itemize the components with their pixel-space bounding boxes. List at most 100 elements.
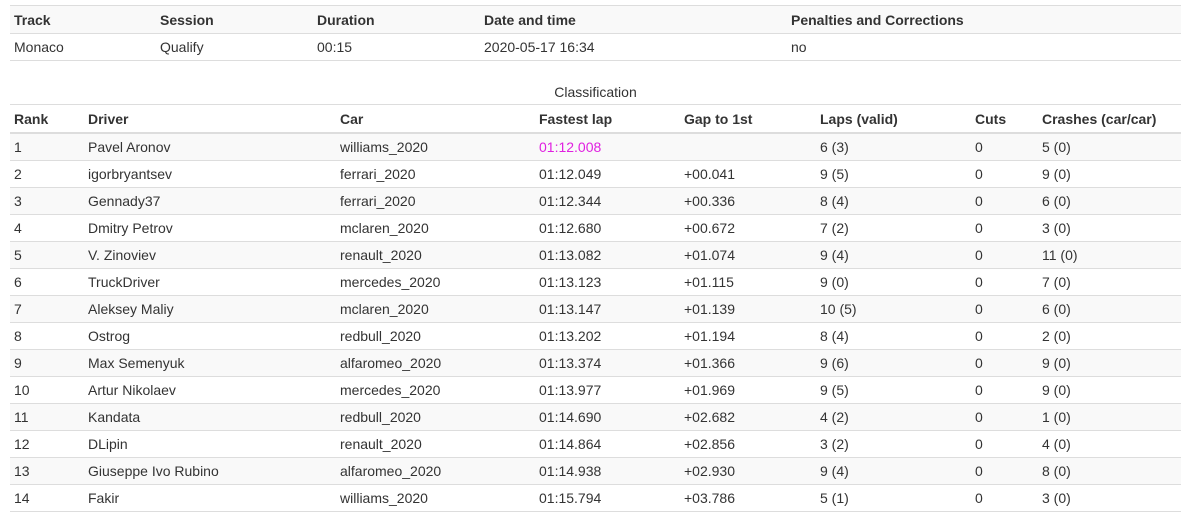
crashes-cell: 2 (0): [1038, 322, 1181, 350]
driver-cell: Aleksey Maliy: [84, 295, 336, 323]
fastest-lap-cell: 01:15.794: [535, 484, 680, 512]
gap-cell: +02.682: [680, 403, 816, 431]
header-cuts: Cuts: [971, 104, 1038, 134]
fastest-lap-cell: 01:12.008: [535, 133, 680, 161]
cuts-cell: 0: [971, 187, 1038, 215]
gap-cell: +00.672: [680, 214, 816, 242]
crashes-cell: 1 (0): [1038, 403, 1181, 431]
driver-cell: Artur Nikolaev: [84, 376, 336, 404]
fastest-lap-cell: 01:12.680: [535, 214, 680, 242]
classification-body: 1 Pavel Aronov williams_2020 01:12.008 6 (3)…: [10, 133, 1181, 512]
gap-cell: +00.336: [680, 187, 816, 215]
rank-cell: 13: [10, 457, 84, 485]
driver-cell: Ostrog: [84, 322, 336, 350]
crashes-cell: 9 (0): [1038, 376, 1181, 404]
rank-cell: 6: [10, 268, 84, 296]
driver-cell: DLipin: [84, 430, 336, 458]
laps-cell: 4 (2): [816, 403, 971, 431]
header-penalties: Penalties and Corrections: [787, 5, 1181, 34]
cuts-cell: 0: [971, 268, 1038, 296]
laps-cell: 3 (2): [816, 430, 971, 458]
header-fastest-lap: Fastest lap: [535, 104, 680, 134]
header-crashes: Crashes (car/car): [1038, 104, 1181, 134]
rank-cell: 8: [10, 322, 84, 350]
header-rank: Rank: [10, 104, 84, 134]
fastest-lap-cell: 01:12.049: [535, 160, 680, 188]
session-value-row: Monaco Qualify 00:15 2020-05-17 16:34 no: [10, 33, 1181, 61]
gap-cell: +01.139: [680, 295, 816, 323]
laps-cell: 7 (2): [816, 214, 971, 242]
cuts-cell: 0: [971, 484, 1038, 512]
table-row: 10 Artur Nikolaev mercedes_2020 01:13.977 +0…: [10, 376, 1181, 404]
rank-cell: 1: [10, 133, 84, 161]
rank-cell: 14: [10, 484, 84, 512]
driver-cell: Pavel Aronov: [84, 133, 336, 161]
table-row: 14 Fakir williams_2020 01:15.794 +03.786 5 (1…: [10, 484, 1181, 512]
car-cell: renault_2020: [336, 241, 535, 269]
gap-cell: +00.041: [680, 160, 816, 188]
fastest-lap-cell: 01:13.123: [535, 268, 680, 296]
date-time-value: 2020-05-17 16:34: [480, 33, 787, 61]
laps-cell: 10 (5): [816, 295, 971, 323]
cuts-cell: 0: [971, 133, 1038, 161]
gap-cell: +01.969: [680, 376, 816, 404]
fastest-lap-cell: 01:13.374: [535, 349, 680, 377]
crashes-cell: 11 (0): [1038, 241, 1181, 269]
table-row: 4 Dmitry Petrov mclaren_2020 01:12.680 +00.6…: [10, 214, 1181, 242]
laps-cell: 9 (4): [816, 457, 971, 485]
gap-cell: +02.930: [680, 457, 816, 485]
crashes-cell: 4 (0): [1038, 430, 1181, 458]
gap-cell: +01.366: [680, 349, 816, 377]
fastest-lap-cell: 01:14.938: [535, 457, 680, 485]
rank-cell: 9: [10, 349, 84, 377]
header-date-time: Date and time: [480, 5, 787, 34]
table-row: 13 Giuseppe Ivo Rubino alfaromeo_2020 01:14…: [10, 457, 1181, 485]
laps-cell: 9 (5): [816, 160, 971, 188]
cuts-cell: 0: [971, 430, 1038, 458]
car-cell: mercedes_2020: [336, 268, 535, 296]
car-cell: williams_2020: [336, 484, 535, 512]
car-cell: redbull_2020: [336, 322, 535, 350]
crashes-cell: 6 (0): [1038, 187, 1181, 215]
car-cell: mercedes_2020: [336, 376, 535, 404]
cuts-cell: 0: [971, 214, 1038, 242]
crashes-cell: 9 (0): [1038, 160, 1181, 188]
fastest-lap-cell: 01:12.344: [535, 187, 680, 215]
car-cell: renault_2020: [336, 430, 535, 458]
table-row: 7 Aleksey Maliy mclaren_2020 01:13.147 +01.1…: [10, 295, 1181, 323]
cuts-cell: 0: [971, 160, 1038, 188]
classification-header-row: Rank Driver Car Fastest lap Gap to 1st L…: [10, 104, 1181, 134]
laps-cell: 9 (4): [816, 241, 971, 269]
penalties-value: no: [787, 33, 1181, 61]
table-row: 8 Ostrog redbull_2020 01:13.202 +01.194 8 (4)…: [10, 322, 1181, 350]
laps-cell: 6 (3): [816, 133, 971, 161]
rank-cell: 10: [10, 376, 84, 404]
car-cell: redbull_2020: [336, 403, 535, 431]
gap-cell: +03.786: [680, 484, 816, 512]
laps-cell: 8 (4): [816, 322, 971, 350]
header-car: Car: [336, 104, 535, 134]
fastest-lap-cell: 01:13.082: [535, 241, 680, 269]
driver-cell: Giuseppe Ivo Rubino: [84, 457, 336, 485]
session-header-row: Track Session Duration Date and time Pen…: [10, 5, 1181, 34]
cuts-cell: 0: [971, 241, 1038, 269]
car-cell: ferrari_2020: [336, 160, 535, 188]
table-row: 5 V. Zinoviev renault_2020 01:13.082 +01.074…: [10, 241, 1181, 269]
table-row: 9 Max Semenyuk alfaromeo_2020 01:13.374 +01.…: [10, 349, 1181, 377]
laps-cell: 9 (6): [816, 349, 971, 377]
fastest-lap-cell: 01:14.864: [535, 430, 680, 458]
gap-cell: +01.194: [680, 322, 816, 350]
table-row: 2 igorbryantsev ferrari_2020 01:12.049 +00.0…: [10, 160, 1181, 188]
rank-cell: 5: [10, 241, 84, 269]
car-cell: williams_2020: [336, 133, 535, 161]
rank-cell: 7: [10, 295, 84, 323]
header-gap: Gap to 1st: [680, 104, 816, 134]
laps-cell: 9 (0): [816, 268, 971, 296]
laps-cell: 9 (5): [816, 376, 971, 404]
cuts-cell: 0: [971, 295, 1038, 323]
car-cell: alfaromeo_2020: [336, 349, 535, 377]
car-cell: mclaren_2020: [336, 295, 535, 323]
gap-cell: [680, 133, 816, 161]
driver-cell: TruckDriver: [84, 268, 336, 296]
driver-cell: Max Semenyuk: [84, 349, 336, 377]
